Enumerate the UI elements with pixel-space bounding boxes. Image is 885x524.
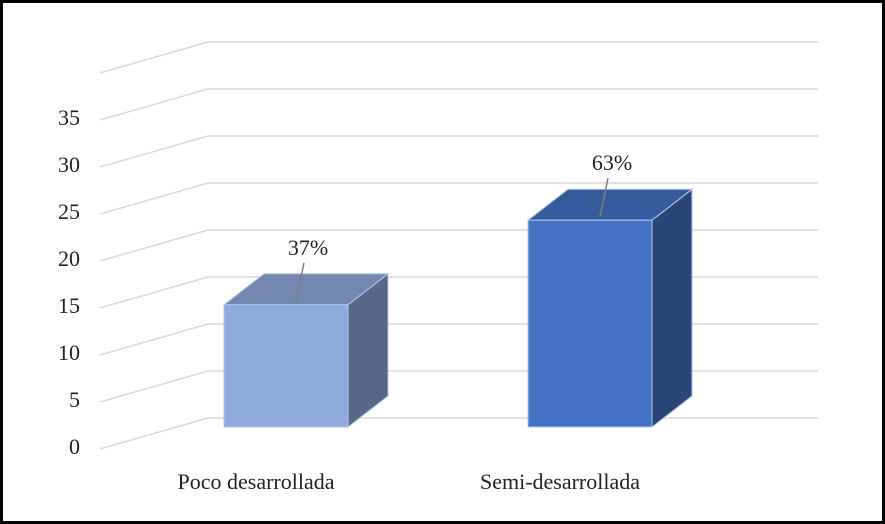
y-tick-label: 25 xyxy=(58,199,80,224)
grid-line xyxy=(99,417,209,450)
bar-side xyxy=(651,188,693,429)
y-tick-label: 15 xyxy=(58,293,80,318)
grid-line xyxy=(99,88,209,121)
y-tick-label: 5 xyxy=(69,387,80,412)
y-tick-label: 10 xyxy=(58,340,80,365)
data-label: 63% xyxy=(592,150,632,175)
bar xyxy=(223,304,349,428)
x-tick-label: Semi-desarrollada xyxy=(480,469,640,494)
grid-line xyxy=(99,135,209,168)
grid-line xyxy=(99,182,209,215)
y-tick-label: 20 xyxy=(58,246,80,271)
leader-line xyxy=(295,262,305,302)
x-tick-label: Poco desarrollada xyxy=(178,469,335,494)
grid-line xyxy=(99,229,209,262)
bar xyxy=(527,219,653,428)
y-tick-label: 30 xyxy=(58,152,80,177)
leader-line xyxy=(599,178,609,217)
grid-line xyxy=(99,41,209,74)
grid-line xyxy=(99,276,209,309)
y-tick-label: 0 xyxy=(69,434,80,459)
data-label: 37% xyxy=(288,235,328,260)
grid-line xyxy=(99,370,209,403)
y-tick-label: 35 xyxy=(58,105,80,130)
grid-line xyxy=(99,323,209,356)
